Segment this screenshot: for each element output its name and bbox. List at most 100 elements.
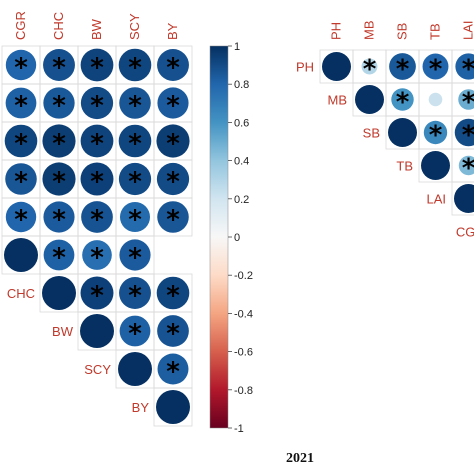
colorbar: 1 0.8 0.6 0.4 0.2 0 -0.2 -0.4 -0.6 -0.8 -1 <box>209 41 253 435</box>
corr-circle-8-4 <box>157 353 189 385</box>
top-label-right-1: MB <box>362 21 377 41</box>
colorbar-tick-8: -0.6 <box>234 347 253 359</box>
significance-star-1-3: * <box>128 91 142 121</box>
corr-circle-1-3 <box>119 87 151 119</box>
corr-circle-8-3 <box>118 352 152 386</box>
corr-circle-r0-3 <box>422 53 449 80</box>
significance-star-6-4: * <box>166 281 180 311</box>
corr-circle-r1-2 <box>391 88 414 111</box>
corr-circle-4-4 <box>157 201 189 233</box>
colorbar-tick-10: -1 <box>234 423 244 435</box>
significance-star-0-4: * <box>166 53 180 83</box>
significance-star-r0-1: * <box>363 55 377 85</box>
corr-circle-r1-4 <box>458 89 474 110</box>
significance-star-1-0: * <box>14 91 28 121</box>
corr-circle-6-3 <box>119 277 151 309</box>
significance-star-r1-2: * <box>396 88 410 118</box>
diag-label-right-4: LAI <box>426 192 446 207</box>
significance-star-2-3: * <box>128 129 142 159</box>
corr-circle-r2-3 <box>423 120 448 145</box>
colorbar-gradient <box>209 45 229 429</box>
corr-circle-r0-4 <box>455 53 474 80</box>
corr-circle-3-4 <box>156 162 190 196</box>
corr-circle-2-0 <box>4 124 38 158</box>
corr-circle-2-4 <box>156 124 190 158</box>
top-label-right-3: TB <box>428 23 443 40</box>
corr-circle-2-2 <box>80 124 114 158</box>
corr-circle-0-4 <box>157 49 189 81</box>
corr-circle-r0-1 <box>361 58 378 75</box>
corr-circle-6-1 <box>42 276 76 310</box>
corr-circle-7-3 <box>119 315 151 347</box>
diag-label-right-0: PH <box>296 60 314 75</box>
significance-star-6-2: * <box>90 281 104 311</box>
colorbar-tick-1: 0.8 <box>234 79 249 91</box>
diag-label-right-5: CGI <box>456 225 474 240</box>
colorbar-tick-6: -0.2 <box>234 270 253 282</box>
significance-star-r2-3: * <box>429 121 443 151</box>
corr-circle-r3-3 <box>421 151 450 180</box>
top-label-left-0: CGR <box>13 11 28 40</box>
corr-circle-0-3 <box>118 48 152 82</box>
significance-star-3-4: * <box>166 167 180 197</box>
significance-star-4-0: * <box>14 205 28 235</box>
top-label-left-4: BY <box>165 22 180 40</box>
corr-circle-r1-3 <box>428 92 443 107</box>
corr-circle-3-3 <box>118 162 152 196</box>
significance-star-0-1: * <box>52 53 66 83</box>
corr-circle-4-3 <box>119 201 151 233</box>
significance-star-7-3: * <box>128 319 142 349</box>
corr-circle-r3-4 <box>458 155 474 176</box>
corr-circle-7-4 <box>157 315 189 347</box>
significance-star-4-4: * <box>166 205 180 235</box>
corr-circle-9-4 <box>156 390 190 424</box>
corr-circle-1-4 <box>157 87 189 119</box>
corr-circle-3-1 <box>42 162 76 196</box>
significance-star-2-1: * <box>52 129 66 159</box>
significance-star-0-0: * <box>14 53 28 83</box>
corr-circle-7-2 <box>80 314 114 348</box>
corr-circle-3-2 <box>80 162 114 196</box>
significance-star-5-1: * <box>52 243 66 273</box>
corr-circle-1-0 <box>5 87 37 119</box>
corr-circle-5-2 <box>82 240 112 270</box>
corr-circle-0-2 <box>80 48 114 82</box>
corr-circle-1-1 <box>43 87 75 119</box>
significance-star-3-0: * <box>14 167 28 197</box>
significance-star-4-1: * <box>52 205 66 235</box>
significance-star-4-3: * <box>128 205 142 235</box>
significance-star-3-2: * <box>90 167 104 197</box>
corr-circle-6-4 <box>156 276 190 310</box>
significance-star-r0-4: * <box>462 55 474 85</box>
significance-star-3-3: * <box>128 167 142 197</box>
corr-circle-5-3 <box>119 239 151 271</box>
corr-circle-0-0 <box>5 49 37 81</box>
significance-star-1-2: * <box>90 91 104 121</box>
corr-circle-r0-0 <box>322 52 351 81</box>
significance-star-2-2: * <box>90 129 104 159</box>
corr-circle-r1-1 <box>355 85 384 114</box>
significance-star-2-0: * <box>14 129 28 159</box>
corr-circle-5-0 <box>4 238 38 272</box>
corr-circle-r4-4 <box>454 184 474 213</box>
corr-circle-2-1 <box>42 124 76 158</box>
significance-star-r0-3: * <box>429 55 443 85</box>
diag-label-right-2: SB <box>363 126 380 141</box>
significance-star-r2-4: * <box>462 121 474 151</box>
diag-label-left-3: SCY <box>84 362 111 377</box>
corr-cell-4-4 <box>153 197 193 237</box>
significance-star-5-2: * <box>90 243 104 273</box>
colorbar-tick-5: 0 <box>234 232 240 244</box>
significance-star-r3-4: * <box>462 154 474 184</box>
significance-star-r1-4: * <box>462 88 474 118</box>
significance-star-1-1: * <box>52 91 66 121</box>
corr-circle-r0-2 <box>389 53 416 80</box>
significance-star-6-3: * <box>128 281 142 311</box>
corr-cell-r4-4 <box>451 181 474 216</box>
significance-star-8-4: * <box>166 357 180 387</box>
corr-circle-2-3 <box>118 124 152 158</box>
top-label-right-4: LAI <box>461 20 474 40</box>
corr-circle-r2-2 <box>388 118 417 147</box>
colorbar-tick-0: 1 <box>234 41 240 53</box>
